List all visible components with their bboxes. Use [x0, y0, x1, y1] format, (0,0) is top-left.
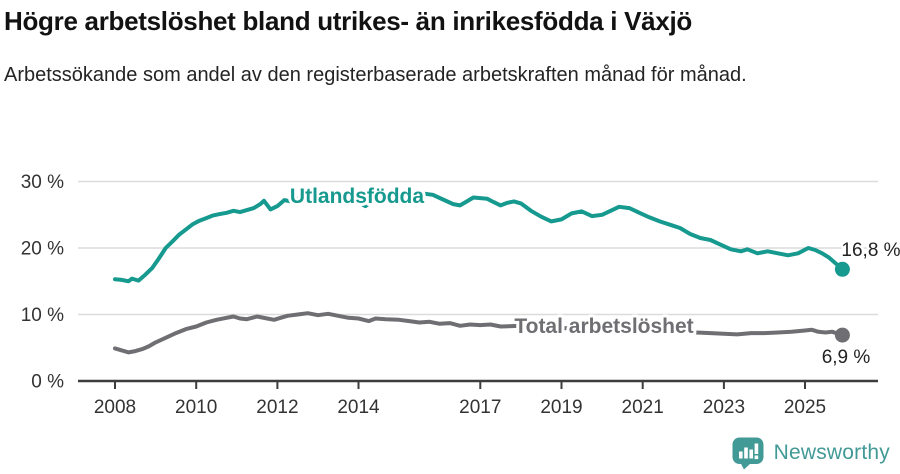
series-line-total-arbetsloshet — [113, 311, 845, 355]
series-label-utlandsfodda: Utlandsfödda — [290, 185, 424, 208]
brand-name: Newsworthy — [773, 441, 890, 464]
x-tick-label: 2008 — [94, 397, 136, 418]
end-dot-utlandsfodda — [834, 261, 850, 277]
brand-footer: Newsworthy — [731, 436, 890, 470]
series-label-total-arbetsloshet: Total arbetslöshet — [514, 315, 693, 338]
series-line-utlandsfodda — [113, 191, 845, 284]
end-value-label-total-arbetsloshet: 6,9 % — [822, 347, 871, 368]
x-tick-label: 2012 — [256, 397, 298, 418]
chart-subtitle: Arbetssökande som andel av den registerb… — [4, 64, 747, 86]
x-tick-label: 2023 — [703, 397, 745, 418]
y-tick-label: 10 % — [21, 305, 64, 326]
y-tick-label: 0 % — [31, 372, 64, 393]
x-tick-label: 2017 — [459, 397, 501, 418]
x-tick-label: 2025 — [784, 397, 826, 418]
x-tick-label: 2019 — [540, 397, 582, 418]
x-tick-label: 2021 — [622, 397, 664, 418]
chart-title: Högre arbetslöshet bland utrikes- än inr… — [4, 6, 692, 36]
x-tick-label: 2014 — [337, 397, 380, 418]
y-tick-label: 20 % — [21, 239, 64, 260]
end-value-label-utlandsfodda: 16,8 % — [841, 240, 900, 261]
x-tick-label: 2010 — [175, 397, 217, 418]
newsworthy-logo-icon — [732, 437, 764, 470]
y-tick-label: 30 % — [21, 172, 64, 193]
end-dot-total-arbetsloshet — [834, 327, 850, 343]
